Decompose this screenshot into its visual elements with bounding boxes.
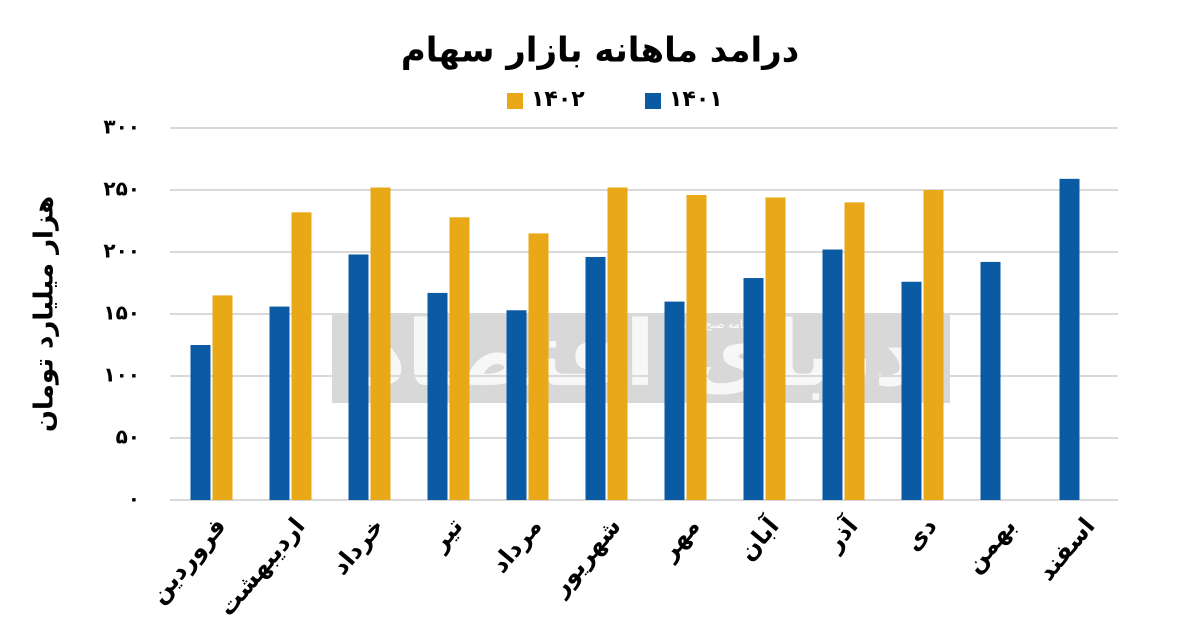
y-tick-label: ۱۵۰ — [103, 301, 140, 325]
bar — [980, 261, 1001, 500]
bar — [664, 301, 685, 500]
x-tick-label: دی — [899, 512, 943, 556]
bar — [585, 256, 606, 500]
chart-title: درامد ماهانه بازار سهام — [401, 31, 799, 71]
x-tick-label: مهر — [654, 512, 705, 566]
legend-label: ۱۴۰۱ — [669, 87, 723, 112]
bar — [844, 202, 865, 500]
y-tick-label: ۱۰۰ — [103, 363, 140, 387]
bar — [269, 306, 290, 500]
bar — [923, 190, 944, 500]
bar — [190, 345, 211, 500]
bar — [743, 278, 764, 500]
y-axis-label: هزار میلیارد تومان — [30, 196, 60, 432]
bar — [449, 217, 470, 500]
legend-swatch — [507, 93, 523, 109]
legend-label: ۱۴۰۲ — [531, 87, 585, 112]
bar — [765, 197, 786, 500]
bar — [822, 249, 843, 500]
bar — [528, 233, 549, 500]
x-tick-label: مرداد — [486, 512, 548, 578]
x-tick-label: آبان — [732, 511, 785, 566]
bar — [686, 194, 707, 500]
bar — [506, 310, 527, 500]
bar — [901, 281, 922, 500]
bar — [212, 295, 233, 500]
x-tick-label: تیر — [425, 512, 469, 557]
x-tick-label: شهریور — [545, 512, 626, 601]
x-tick-label: بهمن — [960, 512, 1022, 578]
bar — [427, 292, 448, 500]
legend-swatch — [645, 93, 661, 109]
x-tick-label: آذر — [819, 511, 864, 557]
bar — [370, 187, 391, 500]
y-tick-label: ۵۰ — [116, 425, 140, 449]
bar — [348, 254, 369, 500]
x-tick-label: اسفند — [1032, 512, 1100, 586]
x-tick-label: فروردین — [144, 512, 231, 608]
y-tick-label: ۲۰۰ — [103, 239, 140, 263]
y-tick-label: ۰ — [128, 487, 140, 511]
bar — [1059, 178, 1080, 500]
y-tick-label: ۳۰۰ — [103, 115, 140, 139]
bar — [607, 187, 628, 500]
x-tick-label: خرداد — [326, 512, 389, 580]
bar — [291, 212, 312, 500]
y-tick-label: ۲۵۰ — [103, 177, 140, 201]
